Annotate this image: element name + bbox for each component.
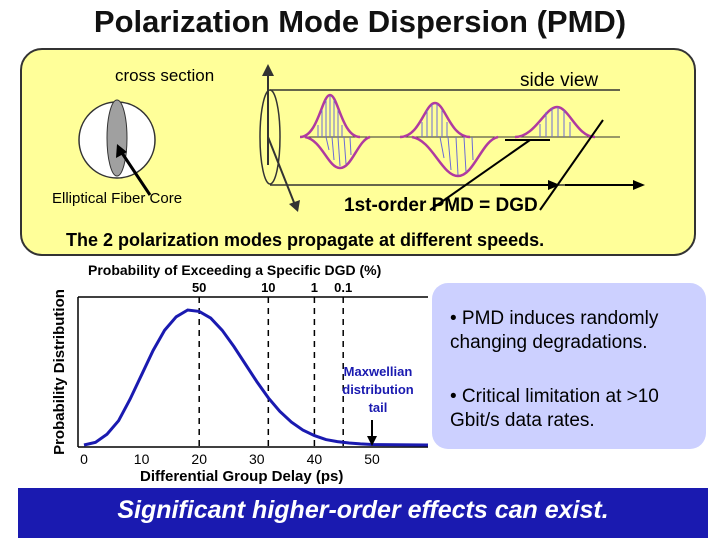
pmd-dgd-label: 1st-order PMD = DGD [344,195,538,216]
annotation-line-3: tail [369,400,388,415]
horizontal-axis-arrow [267,136,296,206]
horizontal-mode-pulse-2 [411,135,499,178]
fiber-end-face [259,89,281,185]
series-line [83,308,429,447]
modes-caption: The 2 polarization modes propagate at di… [66,230,545,250]
x-tick-labels: 0 10 20 30 40 50 [80,451,380,467]
dgd-delay-arrowhead-right [633,180,645,190]
percentile-markers [198,297,344,447]
annotation-line-1: Maxwellian [344,364,413,379]
top-tick-label: 1 [311,280,318,295]
x-tick-label: 20 [191,451,207,467]
core-label: Elliptical Fiber Core [52,190,183,207]
bullet-pmd-degradation: • PMD induces randomly changing degradat… [450,308,659,353]
side-view-illustration [259,64,645,212]
vertical-mode-pulse-2 [399,101,471,139]
footer-banner [18,488,708,538]
x-axis-label: Differential Group Delay (ps) [140,468,343,485]
top-tick-label: 10 [261,280,275,295]
y-axis-label: Probability Distribution [51,289,68,455]
vertical-mode-pulse-1 [299,93,361,139]
dgd-delay-arrowhead-left [548,180,560,190]
dgd-distribution-chart: 0 10 20 30 40 50 50 10 1 0.1 Probability of Exce… [51,262,429,485]
bullet-critical-limitation: • Critical limitation at >10 Gbit/s data… [450,386,659,431]
horizontal-mode-pulse-1 [304,135,371,170]
core-pointer-arrow [118,149,152,196]
cross-section-label: cross section [115,66,215,85]
x-tick-label: 40 [307,451,323,467]
core-pointer-arrowhead [116,144,127,158]
vertical-mode-pulse-2-hatch [421,104,448,137]
bullet-panel: • PMD induces randomly changing degradat… [432,283,706,449]
vertical-axis-arrowhead [262,64,274,76]
dgd-pointer-arrow-2 [429,139,531,211]
x-tick-label: 10 [134,451,150,467]
vertical-mode-pulse-3 [514,105,596,139]
dgd-pointer-arrow-3 [539,119,604,211]
x-tick-label: 30 [249,451,265,467]
x-tick-label: 50 [364,451,380,467]
cross-section-illustration [78,99,156,196]
vertical-mode-pulse-1-hatch [317,96,343,137]
footer-text: Significant higher-order effects can exi… [117,496,609,524]
horizontal-mode-pulse-2-hatch [439,136,474,176]
x-tick-label: 0 [80,451,88,467]
vertical-mode-pulse-3-hatch [539,107,571,137]
elliptical-core [106,99,128,177]
annotation-arrowhead [367,436,377,446]
top-axis-label: Probability of Exceeding a Specific DGD … [88,262,381,278]
page-title: Polarization Mode Dispersion (PMD) [93,4,627,39]
side-view-label: side view [520,70,599,91]
horizontal-axis-arrowhead [289,200,300,212]
top-tick-labels: 50 10 1 0.1 [192,280,352,295]
annotation-line-2: distribution [342,382,414,397]
top-tick-label: 0.1 [334,280,352,295]
top-tick-label: 50 [192,280,206,295]
horizontal-mode-pulse-1-hatch [325,136,352,167]
